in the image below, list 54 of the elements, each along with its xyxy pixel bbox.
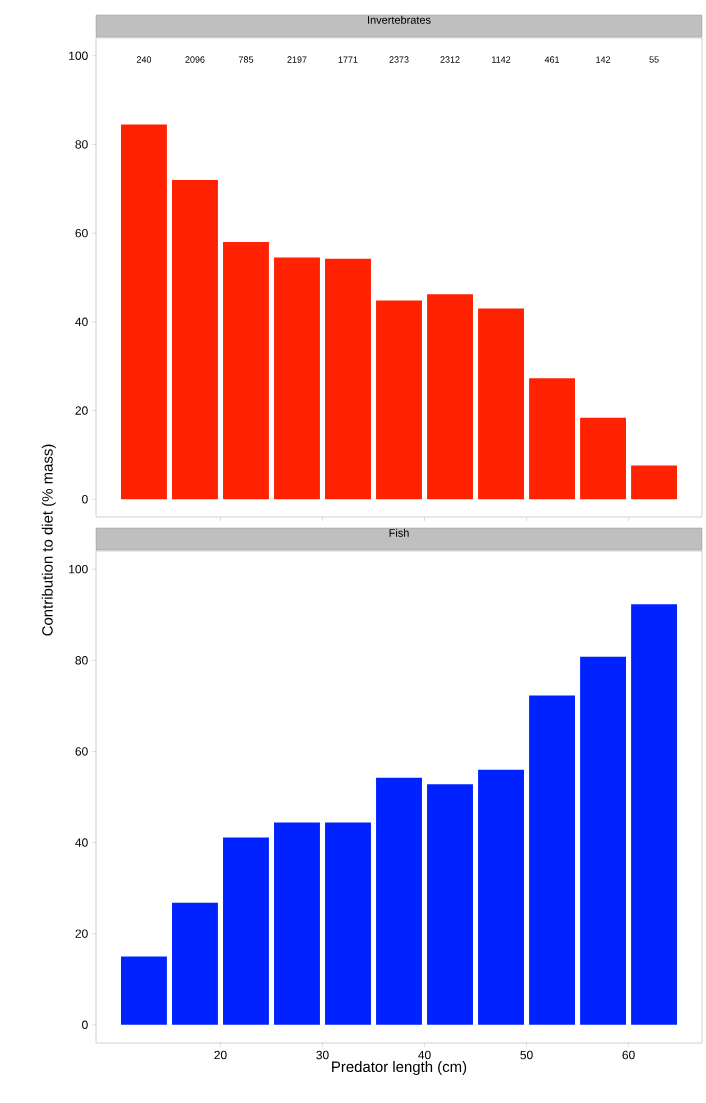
bar bbox=[427, 294, 473, 500]
bar bbox=[427, 784, 473, 1025]
x-tick-label: 30 bbox=[316, 1050, 329, 1060]
annotation: 240 bbox=[136, 56, 152, 63]
chart-title: Invertebrates bbox=[368, 15, 431, 24]
bar bbox=[172, 179, 218, 500]
y-tick-label: 80 bbox=[75, 140, 88, 149]
bar bbox=[274, 257, 320, 500]
bar bbox=[376, 777, 422, 1025]
x-tick-label: 40 bbox=[418, 1050, 431, 1060]
y-tick-label: 60 bbox=[75, 747, 88, 756]
chart-title: Fish bbox=[389, 528, 409, 537]
bar bbox=[325, 258, 371, 500]
bar bbox=[580, 656, 626, 1025]
annotation: 2096 bbox=[185, 56, 205, 63]
bar bbox=[121, 124, 167, 500]
annotation: 2312 bbox=[440, 56, 460, 63]
annotation: 785 bbox=[238, 56, 254, 63]
y-tick-label: 0 bbox=[82, 1020, 88, 1029]
bar bbox=[223, 242, 269, 500]
y-tick-label: 20 bbox=[75, 406, 88, 415]
y-tick-label: 60 bbox=[75, 228, 88, 238]
bar bbox=[274, 822, 320, 1025]
bar bbox=[376, 300, 422, 500]
bar bbox=[478, 308, 524, 500]
y-tick-label: 20 bbox=[75, 929, 88, 938]
y-tick-label: 0 bbox=[82, 495, 88, 504]
bar bbox=[580, 417, 626, 500]
bar bbox=[223, 837, 269, 1025]
y-tick-label: 40 bbox=[75, 317, 88, 327]
annotation: 55 bbox=[649, 56, 659, 63]
y-tick-label: 100 bbox=[69, 51, 88, 60]
bar bbox=[631, 604, 678, 1025]
bar bbox=[172, 902, 218, 1025]
annotation: 461 bbox=[544, 56, 560, 63]
x-tick-label: 60 bbox=[622, 1050, 635, 1060]
annotation: 142 bbox=[596, 56, 611, 63]
annotation: 1771 bbox=[338, 56, 358, 63]
x-tick-label: 20 bbox=[214, 1050, 227, 1060]
bar bbox=[529, 695, 575, 1025]
x-axis-title: Predator length (cm) bbox=[332, 1061, 467, 1075]
y-tick-label: 40 bbox=[75, 838, 88, 847]
bar bbox=[631, 465, 678, 500]
x-tick-label: 50 bbox=[520, 1050, 533, 1060]
annotation: 2373 bbox=[389, 56, 409, 63]
annotation: 1142 bbox=[492, 56, 511, 63]
bar bbox=[325, 822, 371, 1025]
y-tick-label: 80 bbox=[75, 656, 88, 665]
y-axis-title: Contribution to diet (% mass) bbox=[41, 444, 56, 636]
bar bbox=[121, 956, 167, 1025]
bar bbox=[478, 769, 524, 1025]
bar bbox=[529, 378, 575, 500]
annotation: 2197 bbox=[287, 56, 307, 63]
y-tick-label: 100 bbox=[69, 564, 88, 574]
